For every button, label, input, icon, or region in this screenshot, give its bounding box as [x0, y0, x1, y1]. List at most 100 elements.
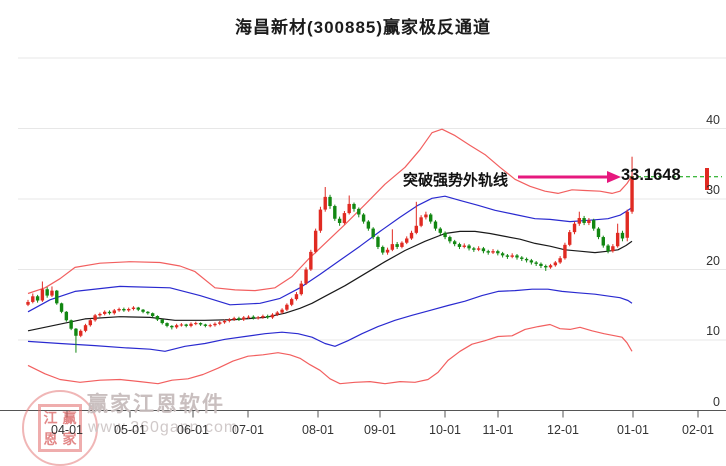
- candle: [534, 262, 538, 264]
- candle: [457, 244, 462, 247]
- candle: [141, 309, 145, 312]
- candle: [31, 296, 35, 302]
- candle: [347, 203, 351, 214]
- candle: [630, 176, 634, 212]
- candle: [318, 209, 323, 231]
- candle: [103, 311, 107, 314]
- candle: [170, 325, 174, 328]
- chart-title: 海昌新材(300885)赢家极反通道: [234, 18, 492, 37]
- y-axis-label: 20: [706, 253, 720, 268]
- candle: [476, 248, 481, 250]
- candle: [323, 196, 327, 210]
- candle: [270, 314, 275, 318]
- candle: [246, 316, 251, 318]
- lower-middle-rail-line: [27, 288, 633, 352]
- candle: [98, 313, 102, 316]
- lower-outer-rail-line: [27, 323, 633, 385]
- candle: [342, 213, 347, 223]
- candle: [572, 223, 577, 233]
- candle: [55, 290, 59, 304]
- candle: [611, 246, 615, 252]
- candle: [313, 230, 318, 252]
- candle: [107, 311, 112, 314]
- candle: [184, 324, 188, 326]
- candle: [59, 303, 64, 312]
- candle: [194, 323, 198, 325]
- candle: [558, 258, 562, 263]
- candle: [112, 310, 116, 314]
- candle: [601, 237, 605, 246]
- candle: [146, 311, 150, 314]
- candle: [280, 309, 284, 313]
- x-axis-label: 12-01: [547, 423, 579, 437]
- candle: [150, 313, 155, 317]
- candle: [491, 251, 495, 253]
- watermark-brand-text: 赢家江恩软件: [87, 393, 225, 416]
- x-axis-label: 10-01: [429, 423, 461, 437]
- candle: [448, 237, 452, 242]
- x-axis-label: 08-01: [302, 423, 334, 437]
- candle: [400, 242, 404, 247]
- candle: [472, 248, 476, 250]
- candle: [88, 320, 93, 326]
- stock-chart: 海昌新材(300885)赢家极反通道 突破强势外轨线 33.1648 江 赢 恩…: [0, 18, 726, 466]
- candle: [596, 228, 601, 238]
- candle: [357, 208, 361, 215]
- candle: [361, 214, 366, 222]
- candle: [371, 228, 375, 238]
- candle: [131, 307, 136, 309]
- x-axis-label: 06-01: [177, 423, 209, 437]
- candle: [218, 322, 222, 324]
- candle: [294, 294, 299, 300]
- center-line: [27, 230, 633, 332]
- candle: [587, 220, 591, 223]
- candle: [591, 220, 596, 229]
- candle: [366, 221, 371, 229]
- candle: [174, 325, 179, 328]
- candle: [539, 263, 543, 266]
- watermark-url-text: www.360gann.com: [88, 419, 239, 436]
- stamp-char: 赢: [62, 409, 77, 426]
- candle: [577, 218, 582, 224]
- candle: [261, 316, 265, 318]
- candle: [515, 255, 519, 258]
- candle: [256, 317, 260, 319]
- candle: [390, 244, 395, 250]
- candle: [93, 315, 97, 321]
- candle: [237, 318, 241, 320]
- candle: [333, 206, 337, 219]
- candle: [160, 319, 164, 324]
- candle: [625, 211, 629, 238]
- candle: [544, 265, 548, 268]
- candle: [227, 319, 232, 321]
- candle: [505, 255, 510, 257]
- x-axis-label: 02-01: [682, 423, 714, 437]
- candle: [462, 245, 466, 247]
- candle: [213, 323, 217, 326]
- candle: [405, 238, 409, 243]
- candle: [385, 249, 390, 253]
- candle: [606, 245, 610, 252]
- candle: [83, 325, 88, 331]
- candle: [69, 320, 73, 329]
- candle: [510, 255, 514, 257]
- candle: [438, 228, 442, 233]
- upper-middle-rail-line: [27, 195, 633, 313]
- candle: [304, 269, 308, 284]
- candle: [222, 320, 227, 323]
- x-axis-label: 04-01: [51, 423, 83, 437]
- candle: [419, 217, 423, 226]
- candle: [481, 248, 486, 252]
- stamp-char: 恩: [43, 430, 58, 447]
- candle: [568, 232, 572, 245]
- candle: [64, 311, 69, 321]
- candle: [266, 316, 270, 318]
- candle: [352, 203, 356, 209]
- candle: [165, 323, 169, 326]
- candle: [395, 244, 399, 247]
- x-axis-label: 01-01: [617, 423, 649, 437]
- x-axis-label: 11-01: [482, 423, 514, 437]
- breakout-arrow-head: [607, 171, 621, 183]
- candle: [179, 324, 184, 326]
- candle: [553, 262, 558, 266]
